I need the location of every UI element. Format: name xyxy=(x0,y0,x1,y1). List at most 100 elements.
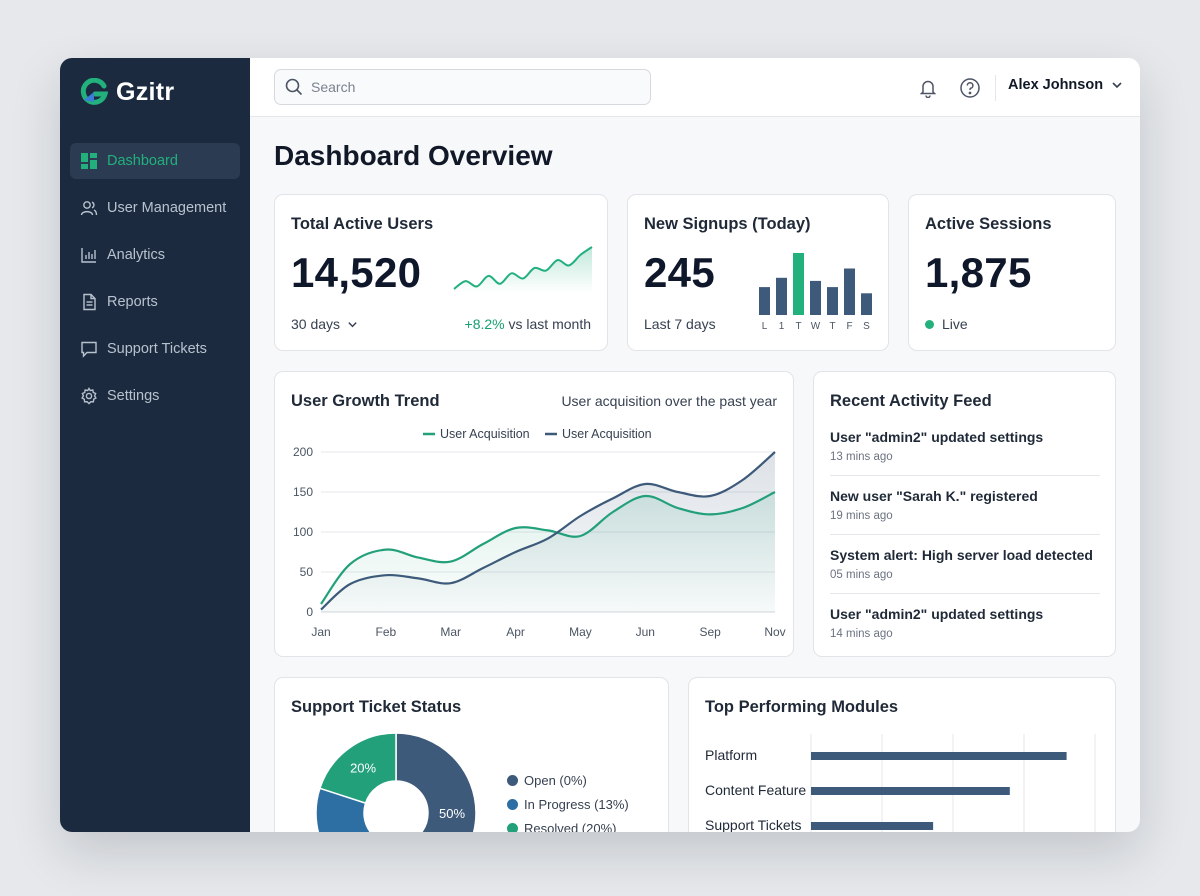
users-icon xyxy=(80,199,98,217)
sidebar-item-label: Settings xyxy=(107,388,160,404)
sidebar-item-user-management[interactable]: User Management xyxy=(70,190,240,226)
x-tick-label: Apr xyxy=(506,625,525,639)
module-label: Platform xyxy=(705,747,758,763)
module-bar xyxy=(811,787,1010,795)
donut-slice xyxy=(318,732,397,805)
activity-item[interactable]: System alert: High server load detected … xyxy=(830,547,1100,581)
donut-slice xyxy=(395,732,477,832)
activity-text: New user "Sarah K." registered xyxy=(830,488,1038,504)
chevron-down-icon xyxy=(1112,82,1122,89)
change-value: +8.2% xyxy=(464,316,505,332)
sparkline-area xyxy=(454,247,592,293)
stat-value: 1,875 xyxy=(925,249,1032,296)
legend-label: In Progress (13%) xyxy=(524,797,629,812)
growth-line-chart: 0 50 100 150 200 Jan Feb Mar Apr May Jun Sep Nov User… xyxy=(293,427,786,639)
day-label: 1 xyxy=(779,321,785,332)
divider xyxy=(830,593,1100,594)
search-input[interactable] xyxy=(311,79,631,95)
module-bar xyxy=(811,752,1067,760)
card-title: New Signups (Today) xyxy=(644,215,811,233)
activity-time: 19 mins ago xyxy=(830,510,893,522)
notification-bell-icon[interactable] xyxy=(916,76,940,100)
x-tick-label: Nov xyxy=(764,625,785,639)
topbar-divider xyxy=(995,75,996,101)
sidebar-item-label: Reports xyxy=(107,294,158,310)
sidebar-nav: Dashboard User Management Analytics Repo… xyxy=(70,143,240,425)
legend-dot xyxy=(507,823,518,832)
legend-item: Resolved (20%) xyxy=(507,821,617,832)
range-label: 30 days xyxy=(291,316,341,332)
card-title: Recent Activity Feed xyxy=(830,392,992,410)
day-label: T xyxy=(829,321,835,332)
legend-label: Resolved (20%) xyxy=(524,821,617,832)
sidebar-item-dashboard[interactable]: Dashboard xyxy=(70,143,240,179)
top-modules-card: Top Performing Modules Platform Content … xyxy=(688,677,1116,832)
x-tick-label: Mar xyxy=(440,625,461,639)
sidebar-item-analytics[interactable]: Analytics xyxy=(70,237,240,273)
y-tick-label: 100 xyxy=(293,525,313,539)
card-title: Top Performing Modules xyxy=(705,698,899,716)
y-tick-label: 50 xyxy=(300,565,314,579)
sidebar-item-label: User Management xyxy=(107,200,227,216)
top-bar: Alex Johnson xyxy=(250,58,1140,117)
activity-text: User "admin2" updated settings xyxy=(830,429,1044,445)
card-title: Total Active Users xyxy=(291,215,434,233)
activity-item[interactable]: New user "Sarah K." registered 19 mins a… xyxy=(830,488,1100,522)
sidebar-item-reports[interactable]: Reports xyxy=(70,284,240,320)
slice-label: 20% xyxy=(350,761,376,776)
user-menu[interactable]: Alex Johnson xyxy=(1008,77,1123,93)
activity-time: 13 mins ago xyxy=(830,451,893,463)
activity-feed-card: Recent Activity Feed User "admin2" updat… xyxy=(813,371,1116,657)
stat-card-sessions: Active Sessions 1,875 Live xyxy=(908,194,1116,351)
module-label: Content Feature xyxy=(705,782,807,798)
chevron-down-icon xyxy=(348,321,357,327)
live-dot-icon xyxy=(925,319,934,329)
y-tick-label: 0 xyxy=(306,605,313,619)
growth-chart-card: User Growth Trend User acquisition over … xyxy=(274,371,794,657)
divider xyxy=(830,475,1100,476)
activity-text: User "admin2" updated settings xyxy=(830,606,1044,622)
stat-card-total-users: Total Active Users 14,520 30 days +8.2% … xyxy=(274,194,608,351)
legend-label: User Acquisition xyxy=(562,427,652,441)
sidebar-item-settings[interactable]: Settings xyxy=(70,378,240,414)
legend-label: Open (0%) xyxy=(524,773,587,788)
app-window: Gzitr Dashboard User Management Analytic… xyxy=(60,58,1140,832)
change-text: +8.2% vs last month xyxy=(465,316,591,332)
brand[interactable]: Gzitr xyxy=(80,76,174,108)
sidebar-item-support-tickets[interactable]: Support Tickets xyxy=(70,331,240,367)
x-tick-label: Jun xyxy=(636,625,655,639)
sidebar-item-label: Support Tickets xyxy=(107,341,207,357)
activity-item[interactable]: User "admin2" updated settings 14 mins a… xyxy=(830,606,1100,640)
status-label: Live xyxy=(942,316,968,332)
help-icon[interactable] xyxy=(958,76,982,100)
x-tick-label: Feb xyxy=(376,625,397,639)
search-box[interactable] xyxy=(274,69,651,105)
activity-time: 05 mins ago xyxy=(830,569,893,581)
period-label: Last 7 days xyxy=(644,316,716,332)
x-tick-label: May xyxy=(569,625,592,639)
modules-bar-chart xyxy=(810,734,1096,832)
module-label: Support Tickets xyxy=(705,817,802,832)
signup-bar xyxy=(827,287,838,315)
card-title: Active Sessions xyxy=(925,215,1052,233)
sidebar: Gzitr Dashboard User Management Analytic… xyxy=(60,58,250,832)
day-label: W xyxy=(811,321,821,332)
dashboard-icon xyxy=(80,152,98,170)
y-tick-label: 200 xyxy=(293,445,313,459)
user-name: Alex Johnson xyxy=(1008,77,1104,93)
range-dropdown[interactable]: 30 days xyxy=(291,316,358,332)
activity-item[interactable]: User "admin2" updated settings 13 mins a… xyxy=(830,429,1100,463)
brand-name: Gzitr xyxy=(116,77,175,106)
donut-slice xyxy=(315,787,372,832)
module-bar xyxy=(811,822,934,830)
sparkline-chart xyxy=(453,246,593,293)
chat-icon xyxy=(80,340,98,358)
legend-item: Open (0%) xyxy=(507,773,587,788)
card-title: User Growth Trend xyxy=(291,392,440,410)
signup-bar xyxy=(776,277,787,315)
analytics-icon xyxy=(80,246,98,264)
x-tick-label: Jan xyxy=(311,625,330,639)
signup-bar xyxy=(810,280,821,315)
divider xyxy=(830,534,1100,535)
